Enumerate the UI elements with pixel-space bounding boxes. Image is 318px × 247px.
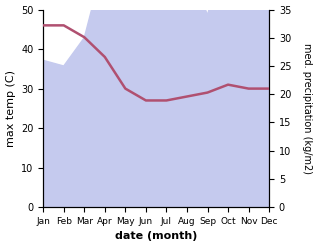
Y-axis label: med. precipitation (kg/m2): med. precipitation (kg/m2) — [302, 43, 313, 174]
X-axis label: date (month): date (month) — [115, 231, 197, 242]
Y-axis label: max temp (C): max temp (C) — [5, 70, 16, 147]
